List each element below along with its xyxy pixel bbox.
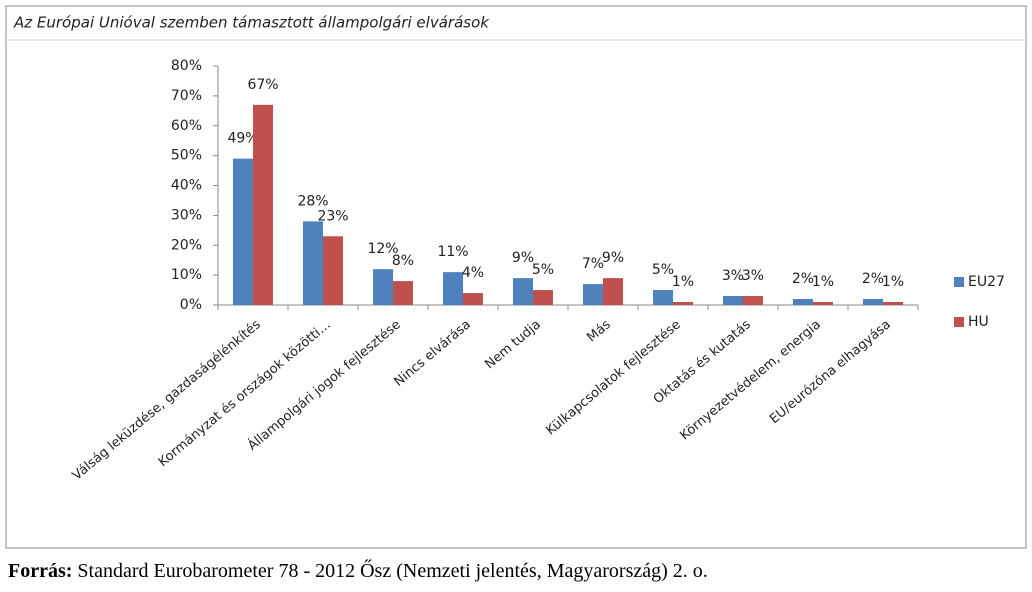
- bar: [233, 158, 253, 305]
- bar: [373, 269, 393, 305]
- source: Forrás: Standard Eurobarometer 78 - 2012…: [8, 560, 708, 583]
- legend-swatch: [954, 277, 964, 287]
- legend-label: HU: [968, 314, 989, 330]
- value-label: 5%: [652, 262, 674, 278]
- y-tick-label: 60%: [171, 118, 202, 134]
- chart-border: [5, 5, 1027, 549]
- value-label: 3%: [722, 268, 744, 284]
- bar: [583, 284, 603, 305]
- bar: [533, 290, 553, 305]
- value-label: 2%: [792, 271, 814, 287]
- bar: [723, 296, 743, 305]
- value-label: 11%: [437, 244, 468, 260]
- bar: [673, 302, 693, 305]
- y-tick-label: 20%: [171, 237, 202, 253]
- bar: [793, 299, 813, 305]
- value-label: 2%: [862, 271, 884, 287]
- bar: [813, 302, 833, 305]
- bar: [653, 290, 673, 305]
- y-tick-label: 30%: [171, 207, 202, 223]
- legend-label: EU27: [968, 274, 1005, 290]
- chart: Az Európai Unióval szemben támasztott ál…: [5, 5, 1027, 549]
- value-label: 7%: [582, 256, 604, 272]
- y-tick-label: 10%: [171, 267, 202, 283]
- value-label: 1%: [672, 274, 694, 290]
- value-label: 8%: [392, 253, 414, 269]
- value-label: 28%: [297, 193, 328, 209]
- y-tick-label: 40%: [171, 178, 202, 194]
- legend-swatch: [954, 317, 964, 327]
- value-label: 4%: [462, 265, 484, 281]
- value-label: 1%: [882, 274, 904, 290]
- bar: [393, 281, 413, 305]
- source-text: Standard Eurobarometer 78 - 2012 Ősz (Ne…: [77, 560, 708, 582]
- bar: [443, 272, 463, 305]
- value-label: 9%: [602, 250, 624, 266]
- y-tick-label: 70%: [171, 88, 202, 104]
- value-label: 9%: [512, 250, 534, 266]
- bar: [743, 296, 763, 305]
- bar: [513, 278, 533, 305]
- value-label: 3%: [742, 268, 764, 284]
- source-label: Forrás:: [8, 560, 73, 582]
- bar: [303, 221, 323, 305]
- chart-title: Az Európai Unióval szemben támasztott ál…: [13, 14, 490, 32]
- value-label: 49%: [227, 131, 258, 147]
- value-label: 23%: [317, 208, 348, 224]
- bar: [323, 236, 343, 305]
- y-tick-label: 80%: [171, 58, 202, 74]
- bar: [863, 299, 883, 305]
- value-label: 67%: [247, 77, 278, 93]
- bar: [463, 293, 483, 305]
- y-tick-label: 0%: [180, 297, 202, 313]
- y-tick-label: 50%: [171, 148, 202, 164]
- bar: [883, 302, 903, 305]
- value-label: 1%: [812, 274, 834, 290]
- bar: [253, 104, 273, 306]
- value-label: 12%: [367, 241, 398, 257]
- bar: [603, 278, 623, 305]
- value-label: 5%: [532, 262, 554, 278]
